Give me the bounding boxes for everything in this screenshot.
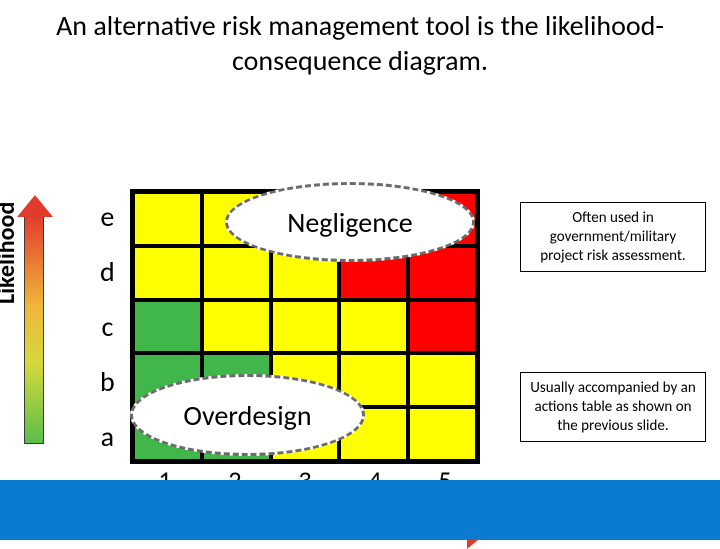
row-labels: e d c b a (100, 189, 115, 464)
matrix-cell (271, 300, 340, 354)
callout-negligence: Negligence (225, 182, 475, 262)
page-title: An alternative risk management tool is t… (0, 0, 720, 84)
row-label-c: c (100, 299, 115, 354)
matrix-cell (408, 407, 477, 461)
y-axis-label: Likelihood (0, 202, 21, 304)
row-label-b: b (100, 354, 115, 409)
matrix-cell (202, 300, 271, 354)
row-label-e: e (100, 189, 115, 244)
callout-overdesign: Overdesign (130, 374, 365, 456)
matrix-cell (202, 246, 271, 300)
matrix-cell (408, 353, 477, 407)
matrix-cell (339, 300, 408, 354)
diagram-area: Likelihood e d c b a 1 2 3 4 5 Consequen… (0, 84, 720, 504)
footer-bar (0, 480, 720, 540)
y-axis-gradient-arrow (24, 214, 44, 444)
info-box-government: Often used in government/military projec… (520, 202, 706, 272)
matrix-cell (133, 300, 202, 354)
info-box-actions-table: Usually accompanied by an actions table … (520, 372, 706, 442)
matrix-cell (408, 300, 477, 354)
matrix-cell (133, 192, 202, 246)
row-label-d: d (100, 244, 115, 299)
row-label-a: a (100, 409, 115, 464)
matrix-cell (133, 246, 202, 300)
